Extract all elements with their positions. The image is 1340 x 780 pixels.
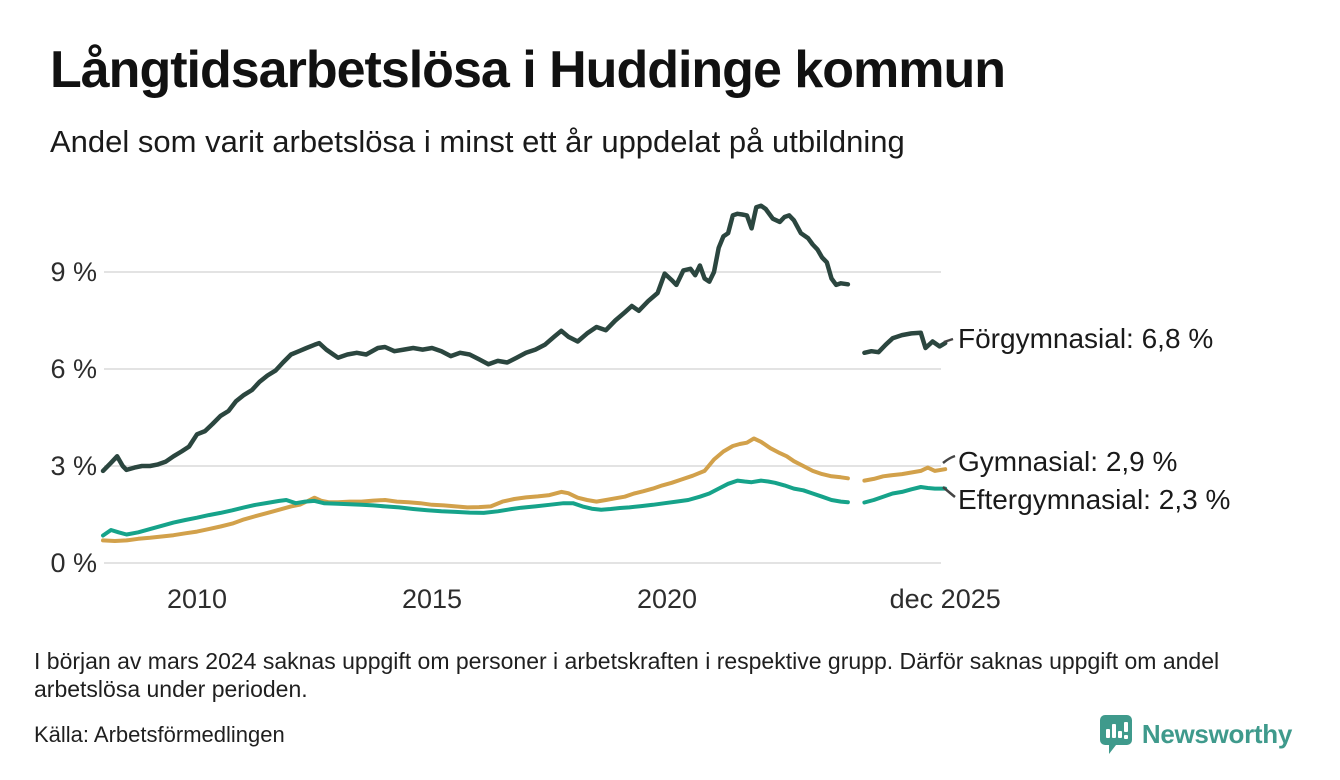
- page-subtitle: Andel som varit arbetslösa i minst ett å…: [50, 124, 905, 159]
- svg-text:0 %: 0 %: [50, 548, 97, 578]
- svg-text:2020: 2020: [637, 584, 697, 614]
- svg-text:2015: 2015: [402, 584, 462, 614]
- newsworthy-branding: Newsworthy: [1099, 714, 1292, 755]
- svg-text:2010: 2010: [167, 584, 227, 614]
- series-label-eftergymnasial: Eftergymnasial: 2,3 %: [958, 484, 1231, 515]
- source-credit: Källa: Arbetsförmedlingen: [34, 722, 285, 747]
- svg-text:dec 2025: dec 2025: [890, 584, 1001, 614]
- svg-text:3 %: 3 %: [50, 451, 97, 481]
- series-label-forgymnasial: Förgymnasial: 6,8 %: [958, 323, 1214, 354]
- svg-text:6 %: 6 %: [50, 354, 97, 384]
- footnote: I början av mars 2024 saknas uppgift om …: [34, 648, 1220, 702]
- bar-chart-speech-bubble-icon: [1099, 714, 1133, 755]
- page-title: Långtidsarbetslösa i Huddinge kommun: [50, 41, 1006, 99]
- svg-text:9 %: 9 %: [50, 257, 97, 287]
- newsworthy-logo-text: Newsworthy: [1141, 719, 1292, 749]
- label-connectors: [942, 337, 956, 498]
- series-label-gymnasial: Gymnasial: 2,9 %: [958, 446, 1178, 477]
